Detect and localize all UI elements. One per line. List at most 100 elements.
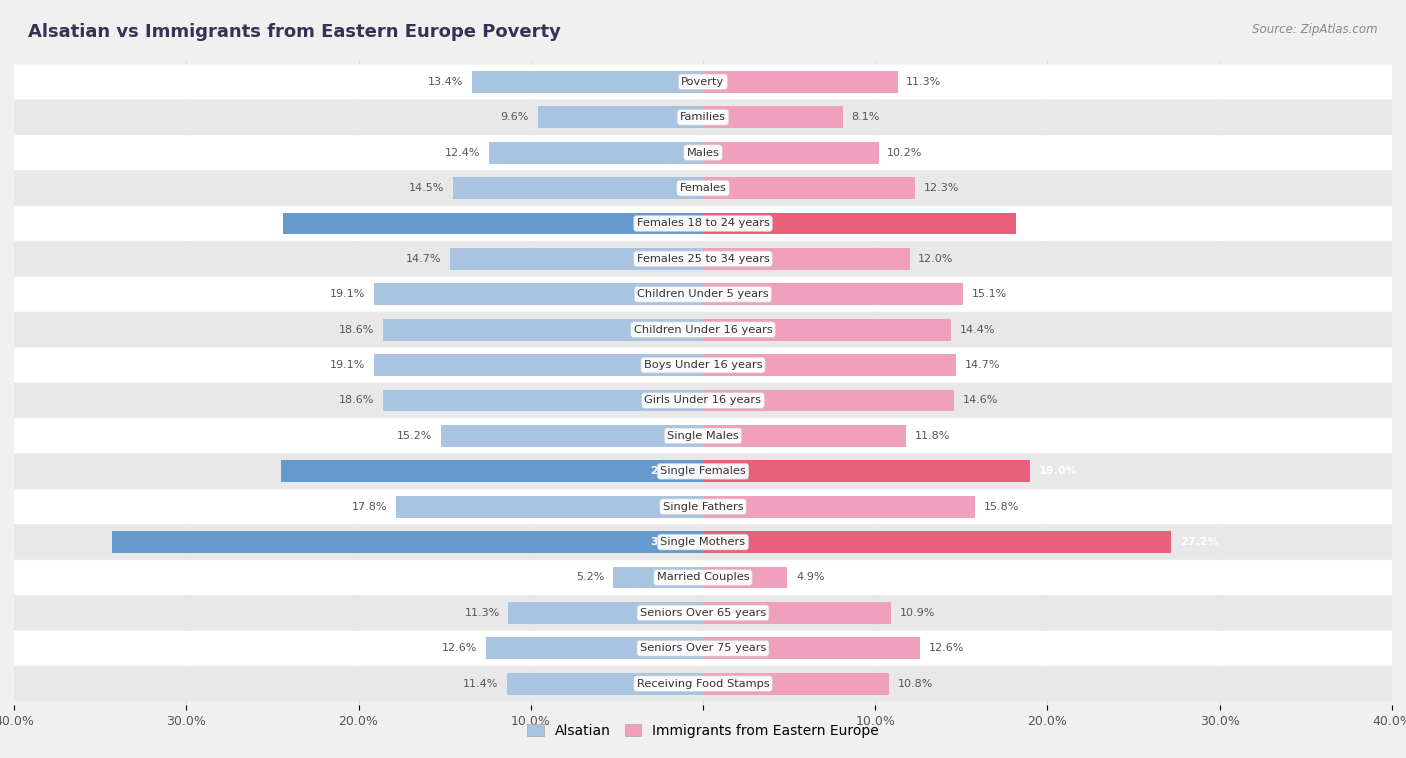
FancyBboxPatch shape	[14, 171, 1392, 205]
FancyBboxPatch shape	[14, 560, 1392, 595]
FancyBboxPatch shape	[14, 136, 1392, 170]
Bar	[489, 142, 703, 164]
FancyBboxPatch shape	[14, 277, 1392, 312]
Text: Seniors Over 75 years: Seniors Over 75 years	[640, 644, 766, 653]
Text: Families: Families	[681, 112, 725, 122]
Bar	[450, 248, 703, 270]
Text: Children Under 5 years: Children Under 5 years	[637, 290, 769, 299]
Bar	[703, 106, 842, 128]
Text: 11.8%: 11.8%	[915, 431, 950, 441]
Text: 10.9%: 10.9%	[900, 608, 935, 618]
Text: 13.4%: 13.4%	[429, 77, 464, 87]
Bar	[441, 425, 703, 447]
Text: 19.0%: 19.0%	[1039, 466, 1077, 476]
Text: 24.4%: 24.4%	[651, 218, 689, 228]
FancyBboxPatch shape	[14, 490, 1392, 524]
FancyBboxPatch shape	[14, 312, 1392, 347]
FancyBboxPatch shape	[14, 666, 1392, 701]
Text: Poverty: Poverty	[682, 77, 724, 87]
Bar	[396, 496, 703, 518]
Text: 24.5%: 24.5%	[651, 466, 689, 476]
Text: 18.2%: 18.2%	[1025, 218, 1064, 228]
Text: 11.3%: 11.3%	[907, 77, 942, 87]
Text: 12.6%: 12.6%	[928, 644, 965, 653]
Bar	[509, 602, 703, 624]
FancyBboxPatch shape	[14, 242, 1392, 276]
Bar	[537, 106, 703, 128]
Text: 8.1%: 8.1%	[851, 112, 880, 122]
Text: 14.7%: 14.7%	[965, 360, 1000, 370]
Text: 12.0%: 12.0%	[918, 254, 953, 264]
FancyBboxPatch shape	[14, 525, 1392, 559]
Bar	[281, 460, 703, 482]
Bar	[506, 673, 703, 694]
FancyBboxPatch shape	[14, 100, 1392, 135]
Bar	[703, 637, 920, 659]
Text: 15.8%: 15.8%	[984, 502, 1019, 512]
Text: 15.1%: 15.1%	[972, 290, 1007, 299]
Bar	[703, 531, 1171, 553]
Text: 14.7%: 14.7%	[406, 254, 441, 264]
Text: 19.1%: 19.1%	[330, 360, 366, 370]
Text: 17.8%: 17.8%	[353, 502, 388, 512]
Text: Males: Males	[686, 148, 720, 158]
Text: 12.3%: 12.3%	[924, 183, 959, 193]
Text: Single Mothers: Single Mothers	[661, 537, 745, 547]
Bar	[703, 71, 897, 93]
Text: Females 18 to 24 years: Females 18 to 24 years	[637, 218, 769, 228]
Bar	[703, 460, 1031, 482]
Bar	[703, 142, 879, 164]
FancyBboxPatch shape	[14, 418, 1392, 453]
Bar	[613, 566, 703, 588]
Bar	[703, 390, 955, 412]
Text: Married Couples: Married Couples	[657, 572, 749, 582]
Bar	[703, 212, 1017, 234]
Text: 11.4%: 11.4%	[463, 678, 498, 689]
Text: Females: Females	[679, 183, 727, 193]
Text: 12.4%: 12.4%	[446, 148, 481, 158]
Bar	[703, 177, 915, 199]
Text: 11.3%: 11.3%	[464, 608, 499, 618]
Text: 10.2%: 10.2%	[887, 148, 922, 158]
Bar	[472, 71, 703, 93]
Bar	[703, 673, 889, 694]
Bar	[703, 248, 910, 270]
Bar	[374, 354, 703, 376]
Legend: Alsatian, Immigrants from Eastern Europe: Alsatian, Immigrants from Eastern Europe	[522, 718, 884, 743]
Bar	[382, 390, 703, 412]
Text: 12.6%: 12.6%	[441, 644, 478, 653]
FancyBboxPatch shape	[14, 206, 1392, 241]
Text: 10.8%: 10.8%	[897, 678, 934, 689]
Text: Receiving Food Stamps: Receiving Food Stamps	[637, 678, 769, 689]
Text: 4.9%: 4.9%	[796, 572, 824, 582]
Text: 19.1%: 19.1%	[330, 290, 366, 299]
Text: 18.6%: 18.6%	[339, 396, 374, 406]
Bar	[453, 177, 703, 199]
Bar	[703, 496, 976, 518]
Bar	[703, 566, 787, 588]
Text: 27.2%: 27.2%	[1180, 537, 1219, 547]
Text: Seniors Over 65 years: Seniors Over 65 years	[640, 608, 766, 618]
Text: Single Females: Single Females	[661, 466, 745, 476]
Text: 5.2%: 5.2%	[576, 572, 605, 582]
Bar	[283, 212, 703, 234]
Text: Alsatian vs Immigrants from Eastern Europe Poverty: Alsatian vs Immigrants from Eastern Euro…	[28, 23, 561, 41]
Bar	[374, 283, 703, 305]
Bar	[703, 425, 907, 447]
Text: 18.6%: 18.6%	[339, 324, 374, 335]
Bar	[703, 602, 891, 624]
Text: Females 25 to 34 years: Females 25 to 34 years	[637, 254, 769, 264]
Text: 9.6%: 9.6%	[501, 112, 529, 122]
FancyBboxPatch shape	[14, 454, 1392, 489]
FancyBboxPatch shape	[14, 631, 1392, 666]
Bar	[703, 318, 950, 340]
Bar	[703, 283, 963, 305]
Text: Source: ZipAtlas.com: Source: ZipAtlas.com	[1253, 23, 1378, 36]
FancyBboxPatch shape	[14, 348, 1392, 383]
Text: Single Fathers: Single Fathers	[662, 502, 744, 512]
FancyBboxPatch shape	[14, 64, 1392, 99]
FancyBboxPatch shape	[14, 596, 1392, 630]
Bar	[703, 354, 956, 376]
Bar	[382, 318, 703, 340]
Text: Children Under 16 years: Children Under 16 years	[634, 324, 772, 335]
